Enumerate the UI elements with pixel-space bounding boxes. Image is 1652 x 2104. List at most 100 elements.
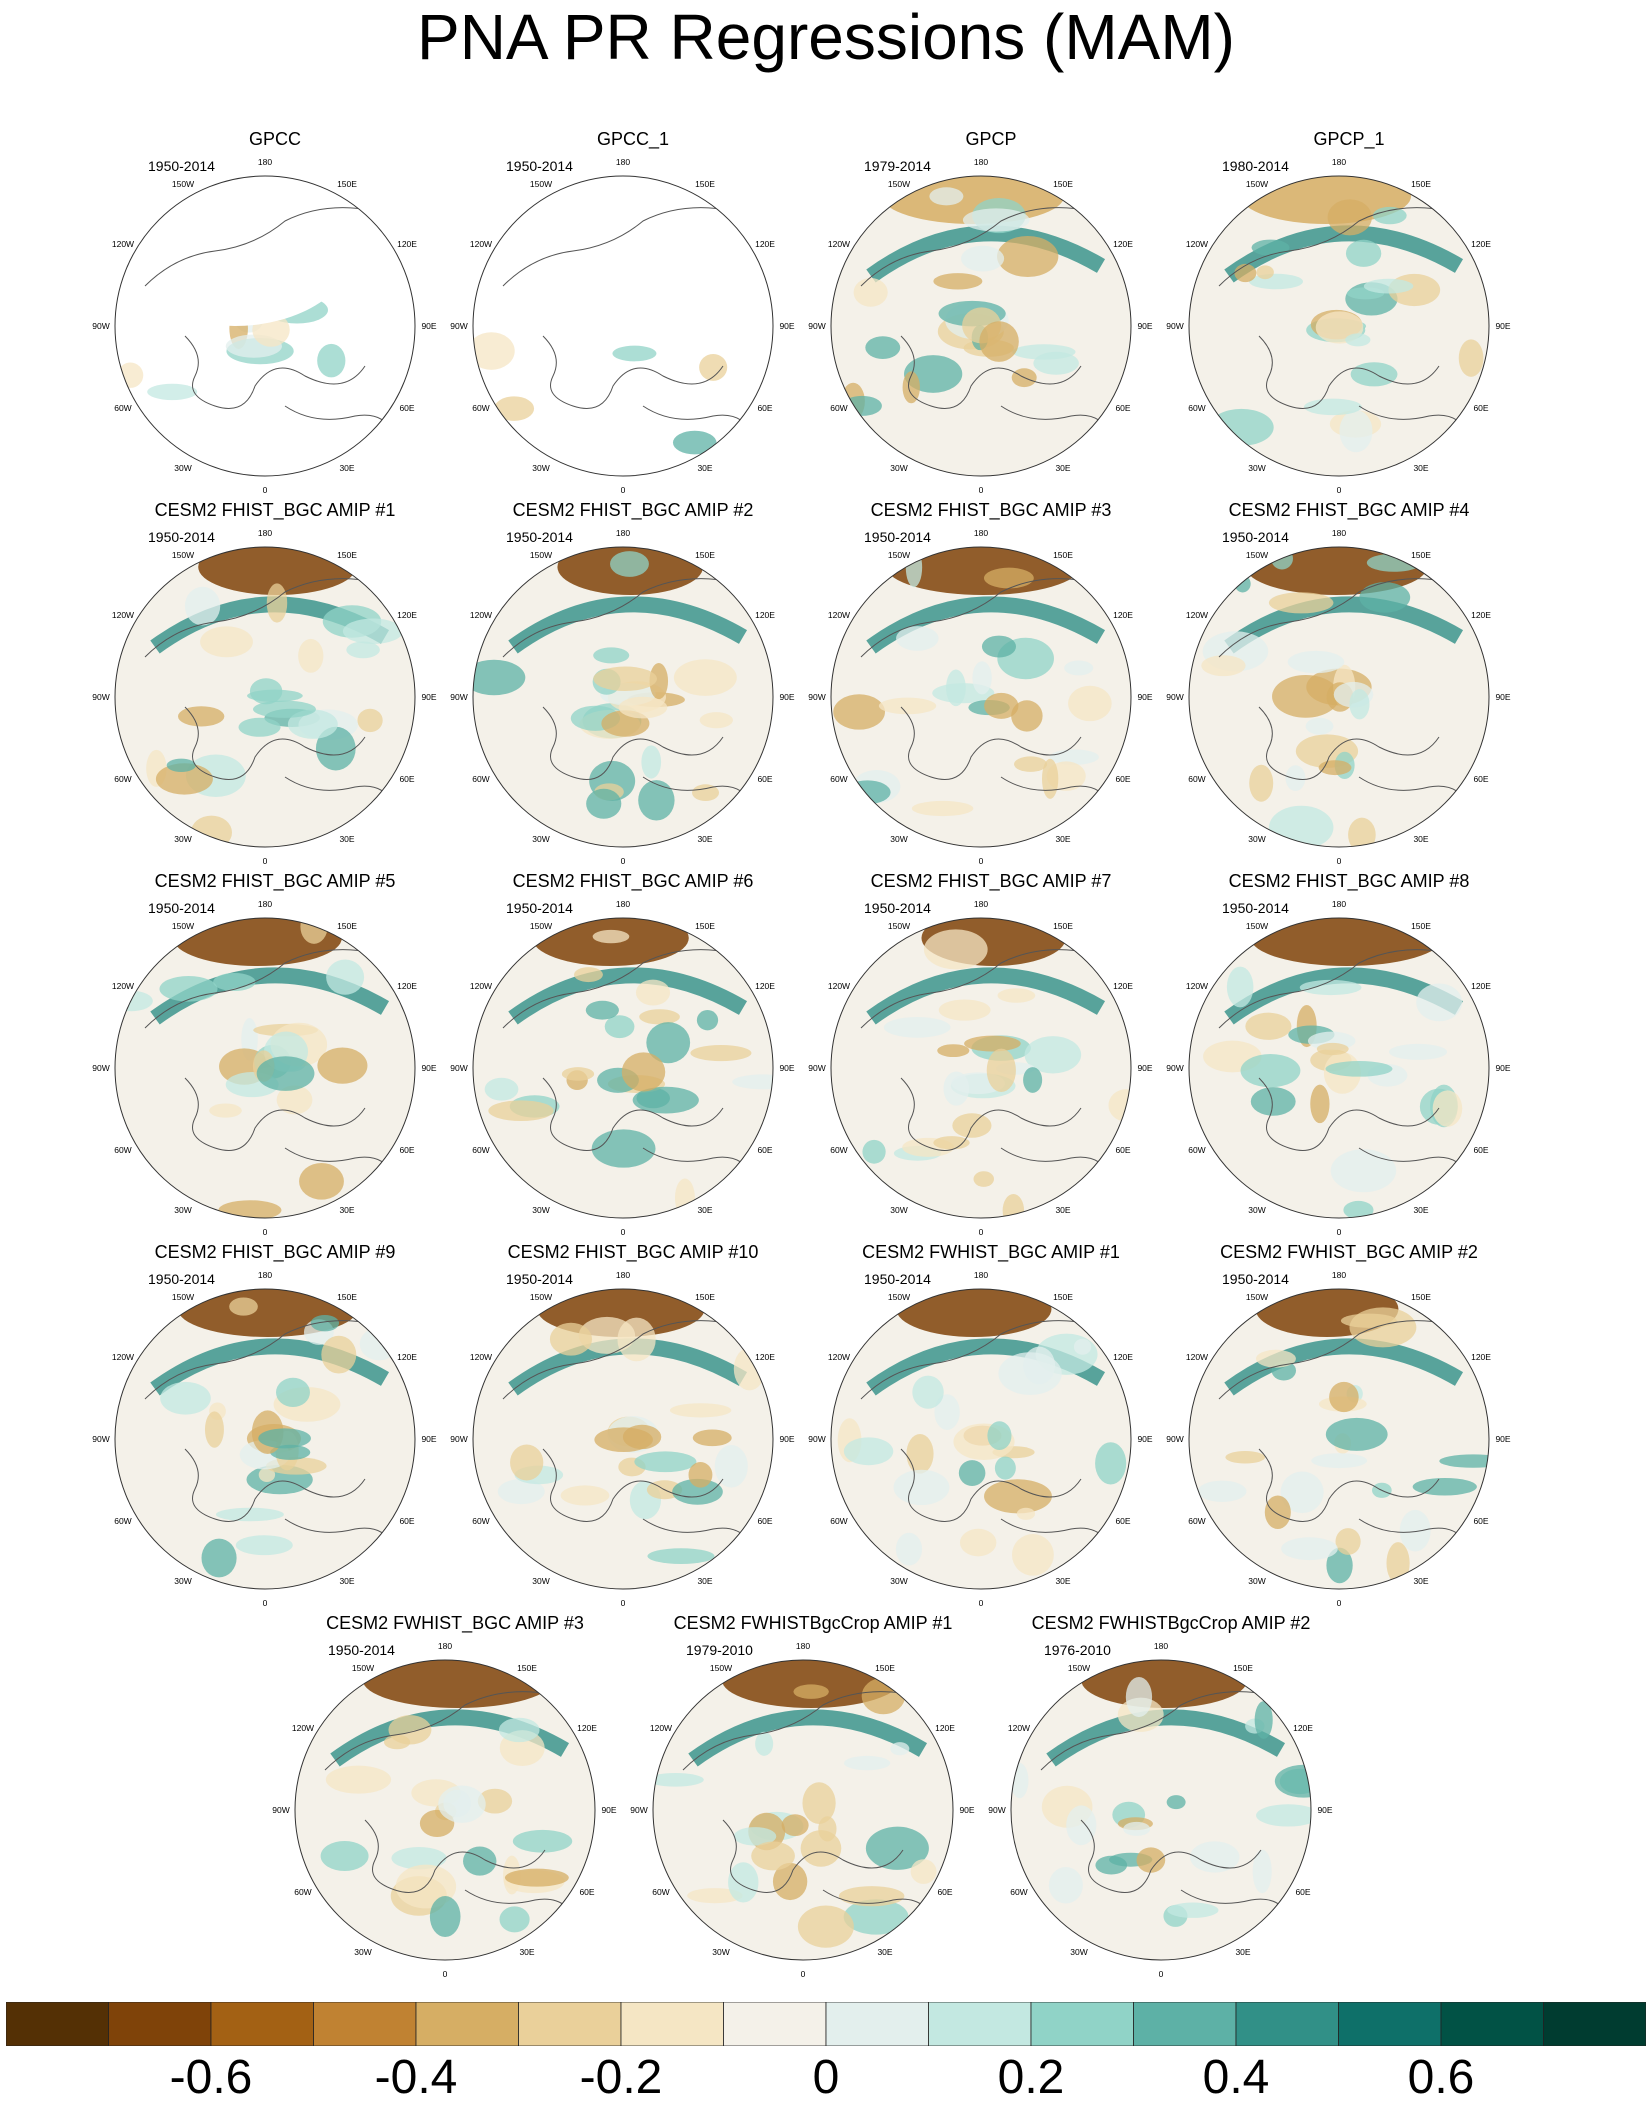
anomaly-region [1268,592,1334,614]
anomaly-region [317,1047,368,1084]
longitude-label: 150E [337,178,357,189]
longitude-label: 60W [472,1145,490,1155]
longitude-label: 30W [1248,1576,1266,1587]
anomaly-region [1310,1084,1330,1124]
anomaly-region [842,395,882,416]
anomaly-region [1299,979,1362,996]
anomaly-region [1048,1867,1083,1904]
longitude-label: 30W [890,463,908,474]
anomaly-region [1234,263,1257,283]
anomaly-region [1252,1849,1272,1894]
anomaly-region [906,1434,934,1474]
longitude-label: 120E [755,981,775,991]
map-panel: CESM2 FHIST_BGC AMIP #5 180 150E 120E 90E 60E… [92,870,450,1237]
anomaly-region [1274,1764,1311,1798]
anomaly-region [1412,1477,1477,1496]
anomaly-region [1439,1454,1489,1468]
anomaly-region [1189,1841,1240,1873]
longitude-label: 150E [337,1291,357,1302]
anomaly-region [160,1381,211,1415]
map-border [830,917,1132,1219]
longitude-label: 120W [827,239,851,249]
longitude-label: 60W [830,774,848,784]
anomaly-region [299,1163,344,1200]
longitude-label: 180 [1331,1270,1347,1280]
anomaly-region [911,800,974,817]
longitude-label: 120E [755,610,775,620]
anomaly-region [1363,278,1414,294]
longitude-label: 0 [978,856,984,866]
polar-map [1188,175,1490,477]
anomaly-region [287,709,338,739]
colorbar-swatch [620,2002,724,2046]
longitude-label: 30W [174,1576,192,1587]
longitude-label: 120E [1471,981,1491,991]
longitude-label: 30E [1055,1205,1071,1216]
anomaly-region [893,1469,950,1506]
longitude-label: 180 [257,528,273,538]
longitude-label: 30E [1413,834,1429,845]
anomaly-region [714,1444,748,1488]
longitude-label: 30E [1055,1576,1071,1587]
map-border [114,1288,416,1590]
longitude-label: 90E [779,321,795,331]
panel-years: 1950-2014 [148,529,215,545]
longitude-label: 180 [257,157,273,167]
anomaly-region [1339,410,1373,453]
longitude-label: 60W [294,1887,312,1897]
anomaly-region [258,1428,311,1449]
map-border [830,175,1132,477]
anomaly-region [964,1035,1021,1052]
longitude-label: 180 [973,899,989,909]
longitude-label: 90W [630,1805,648,1815]
longitude-label: 90E [1137,692,1153,702]
longitude-label: 150W [529,920,553,931]
colorbar-swatch [1235,2002,1339,2046]
longitude-label: 0 [620,1598,626,1608]
anomaly-region [793,1684,829,1699]
anomaly-region [733,1827,777,1846]
longitude-label: 90W [808,692,826,702]
anomaly-region [862,1139,886,1164]
anomaly-region [669,1403,732,1418]
panel-title: CESM2 FHIST_BGC AMIP #3 [870,500,1112,520]
anomaly-region [1049,749,1099,765]
panel-title: GPCP_1 [1313,129,1385,149]
longitude-label: 30E [1055,463,1071,474]
anomaly-region [346,641,380,659]
longitude-label: 30E [339,1205,355,1216]
longitude-label: 0 [620,856,626,866]
longitude-label: 120W [469,1352,493,1362]
anomaly-region [200,626,253,658]
anomaly-region [1345,333,1371,347]
anomaly-region [266,583,288,623]
longitude-label: 120W [1185,1352,1209,1362]
anomaly-region [890,1742,910,1756]
longitude-label: 60E [757,1516,773,1526]
anomaly-region [1012,344,1076,360]
longitude-label: 150W [887,1291,911,1302]
longitude-label: 90W [92,1063,110,1073]
colorbar-swatch [6,2002,109,2046]
anomaly-region [1023,1067,1043,1093]
anomaly-region [585,1000,619,1020]
anomaly-region [649,663,669,700]
anomaly-region [994,1456,1016,1480]
longitude-label: 150W [1245,1291,1269,1302]
anomaly-region [591,1129,656,1168]
anomaly-region [494,396,535,421]
polar-map [1010,1659,1312,1961]
anomaly-region [1240,1053,1301,1088]
anomaly-region [1167,1902,1219,1918]
map-panel: CESM2 FHIST_BGC AMIP #10 180 150E 120E 90E 60… [450,1241,808,1608]
longitude-label: 120E [1471,239,1491,249]
anomaly-region [276,1377,310,1408]
map-panel: GPCP_1 180 150E 120E 90E 60E 30E 0 30W 60W 90W 120W… [1166,128,1524,495]
anomaly-region [896,626,939,651]
anomaly-region [1305,717,1334,735]
anomaly-region [647,1548,715,1564]
longitude-label: 30E [339,463,355,474]
map-panel: CESM2 FWHISTBgcCrop AMIP #2 180 150E 120E 90… [988,1612,1346,1979]
panel-years: 1980-2014 [1222,158,1289,174]
anomaly-region [549,1322,593,1356]
